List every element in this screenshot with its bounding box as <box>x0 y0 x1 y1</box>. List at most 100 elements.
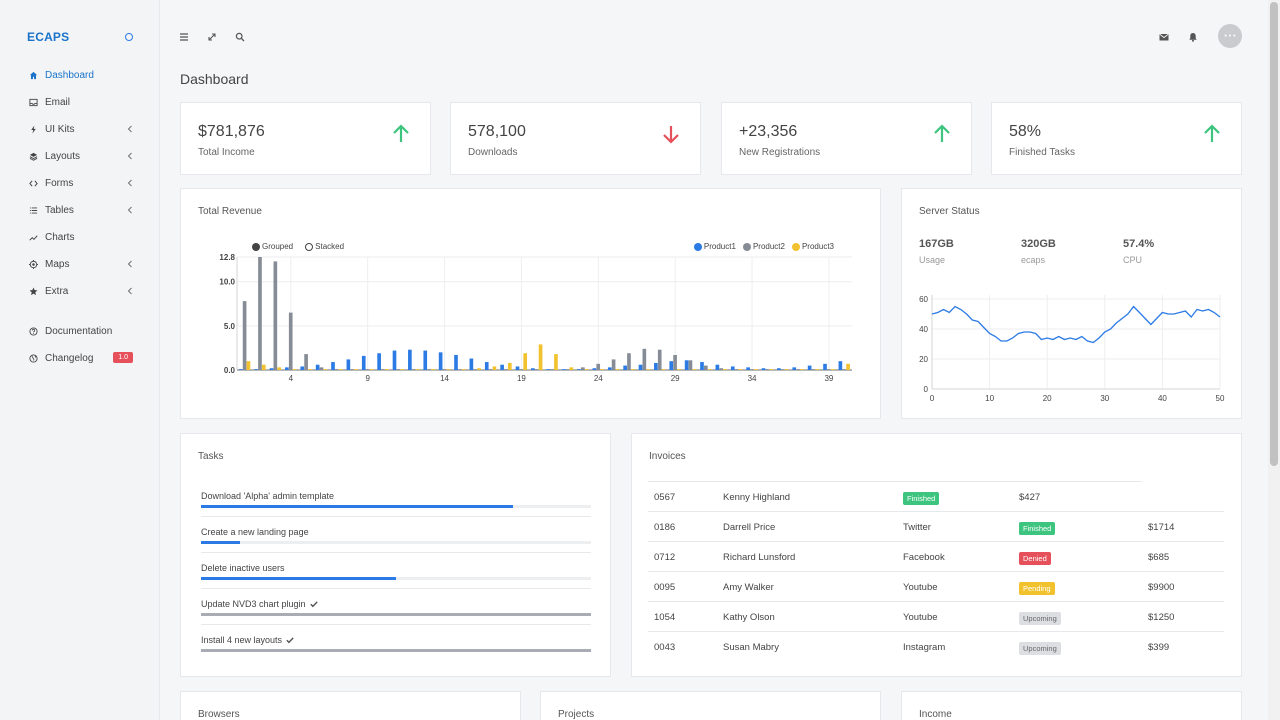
bar-product2[interactable] <box>642 348 647 370</box>
bar-product1[interactable] <box>238 369 243 370</box>
bar-product2[interactable] <box>550 369 554 370</box>
grouped-radio[interactable]: Grouped <box>252 242 293 251</box>
task-item[interactable]: Delete inactive users <box>201 553 591 589</box>
expand-icon[interactable] <box>206 31 218 43</box>
bar-product1[interactable] <box>423 350 428 370</box>
bar-product1[interactable] <box>315 364 320 370</box>
cpu-line[interactable] <box>931 305 1221 344</box>
bar-product3[interactable] <box>354 369 358 370</box>
task-item[interactable]: Download 'Alpha' admin template <box>201 481 591 517</box>
bar-product1[interactable] <box>838 361 843 370</box>
bar-product2[interactable] <box>719 368 724 370</box>
bar-product3[interactable] <box>431 369 435 370</box>
bar-product2[interactable] <box>319 367 324 370</box>
sidebar-item-forms[interactable]: Forms <box>28 175 138 191</box>
bar-product1[interactable] <box>254 369 258 370</box>
sidebar-item-charts[interactable]: Charts <box>28 229 138 245</box>
bar-product2[interactable] <box>427 369 431 370</box>
table-row[interactable]: 0712 Richard Lunsford Facebook Denied $685 <box>648 541 1224 571</box>
legend-item-product2[interactable]: Product2 <box>742 242 785 251</box>
legend-item-product1[interactable]: Product1 <box>693 242 736 251</box>
bar-product2[interactable] <box>673 354 677 370</box>
bar-product3[interactable] <box>415 369 420 370</box>
sidebar-item-maps[interactable]: Maps <box>28 256 138 272</box>
bar-product2[interactable] <box>765 369 770 370</box>
bar-product3[interactable] <box>723 369 727 370</box>
bar-product1[interactable] <box>331 362 335 370</box>
brand-logo[interactable]: ECAPS <box>27 30 70 44</box>
bar-product1[interactable] <box>730 366 735 370</box>
bar-product3[interactable] <box>630 369 635 370</box>
bar-product3[interactable] <box>800 369 804 370</box>
bar-product2[interactable] <box>796 369 800 370</box>
sidebar-item-email[interactable]: Email <box>28 94 138 110</box>
bar-product1[interactable] <box>792 367 797 370</box>
bar-product2[interactable] <box>473 369 478 370</box>
search-icon[interactable] <box>234 31 246 43</box>
bar-product1[interactable] <box>438 352 443 370</box>
bar-product1[interactable] <box>654 362 658 370</box>
bar-product1[interactable] <box>807 365 812 370</box>
bar-product2[interactable] <box>458 369 462 370</box>
bar-product2[interactable] <box>504 369 508 370</box>
bar-product2[interactable] <box>611 359 616 370</box>
bar-product2[interactable] <box>288 312 293 370</box>
table-row[interactable]: 0186 Darrell Price Twitter Finished $1714 <box>648 511 1224 541</box>
bar-product2[interactable] <box>519 369 524 370</box>
bar-product3[interactable] <box>554 354 558 370</box>
bar-product3[interactable] <box>615 369 620 370</box>
bar-product3[interactable] <box>846 363 850 370</box>
bar-product2[interactable] <box>842 369 847 370</box>
bar-product3[interactable] <box>477 368 481 370</box>
table-row[interactable]: 0043 Susan Mabry Instagram Upcoming $399 <box>648 631 1224 661</box>
bar-product1[interactable] <box>469 358 474 370</box>
bar-product2[interactable] <box>304 354 308 370</box>
bar-product2[interactable] <box>335 369 339 370</box>
bar-product3[interactable] <box>569 367 574 370</box>
task-item[interactable]: Create a new landing page <box>201 517 591 553</box>
bar-product3[interactable] <box>784 369 789 370</box>
bar-product2[interactable] <box>581 367 585 370</box>
bar-product2[interactable] <box>565 369 570 370</box>
bar-product3[interactable] <box>446 369 451 370</box>
bar-product3[interactable] <box>538 344 543 370</box>
bar-product3[interactable] <box>338 369 343 370</box>
bar-product3[interactable] <box>384 369 389 370</box>
bar-product3[interactable] <box>600 369 604 370</box>
bar-product1[interactable] <box>285 367 289 370</box>
bar-product2[interactable] <box>242 301 247 370</box>
bar-product3[interactable] <box>769 369 774 370</box>
menu-icon[interactable] <box>178 31 190 43</box>
bar-product1[interactable] <box>700 362 704 370</box>
bar-product2[interactable] <box>688 360 693 370</box>
bar-product2[interactable] <box>827 369 831 370</box>
bar-product2[interactable] <box>273 261 278 370</box>
bar-product1[interactable] <box>484 362 489 370</box>
table-row[interactable]: 1054 Kathy Olson Youtube Upcoming $1250 <box>648 601 1224 631</box>
bar-product2[interactable] <box>258 257 262 370</box>
bar-product2[interactable] <box>780 369 785 370</box>
bar-product2[interactable] <box>734 369 739 370</box>
bar-product1[interactable] <box>777 368 781 370</box>
bar-product2[interactable] <box>411 369 416 370</box>
bar-product2[interactable] <box>488 369 493 370</box>
stacked-radio[interactable]: Stacked <box>305 242 344 251</box>
bar-product1[interactable] <box>746 367 750 370</box>
table-row[interactable]: 0567 Kenny Highland Finished $427 <box>648 481 1142 511</box>
sidebar-item-dashboard[interactable]: Dashboard <box>28 67 138 83</box>
bar-product3[interactable] <box>292 369 297 370</box>
bar-product1[interactable] <box>623 365 627 370</box>
bar-product3[interactable] <box>400 369 405 370</box>
bar-product2[interactable] <box>657 349 662 370</box>
bar-product1[interactable] <box>761 368 766 370</box>
bar-product3[interactable] <box>246 361 251 370</box>
sidebar-item-ui-kits[interactable]: UI Kits <box>28 121 138 137</box>
bar-product3[interactable] <box>646 369 651 370</box>
bar-product2[interactable] <box>350 369 355 370</box>
bar-product1[interactable] <box>269 368 274 370</box>
sidebar-item-tables[interactable]: Tables <box>28 202 138 218</box>
scroll-thumb[interactable] <box>1270 2 1278 466</box>
task-item[interactable]: Install 4 new layouts <box>201 625 591 661</box>
task-item[interactable]: Update NVD3 chart plugin <box>201 589 591 625</box>
bar-product3[interactable] <box>261 364 266 370</box>
